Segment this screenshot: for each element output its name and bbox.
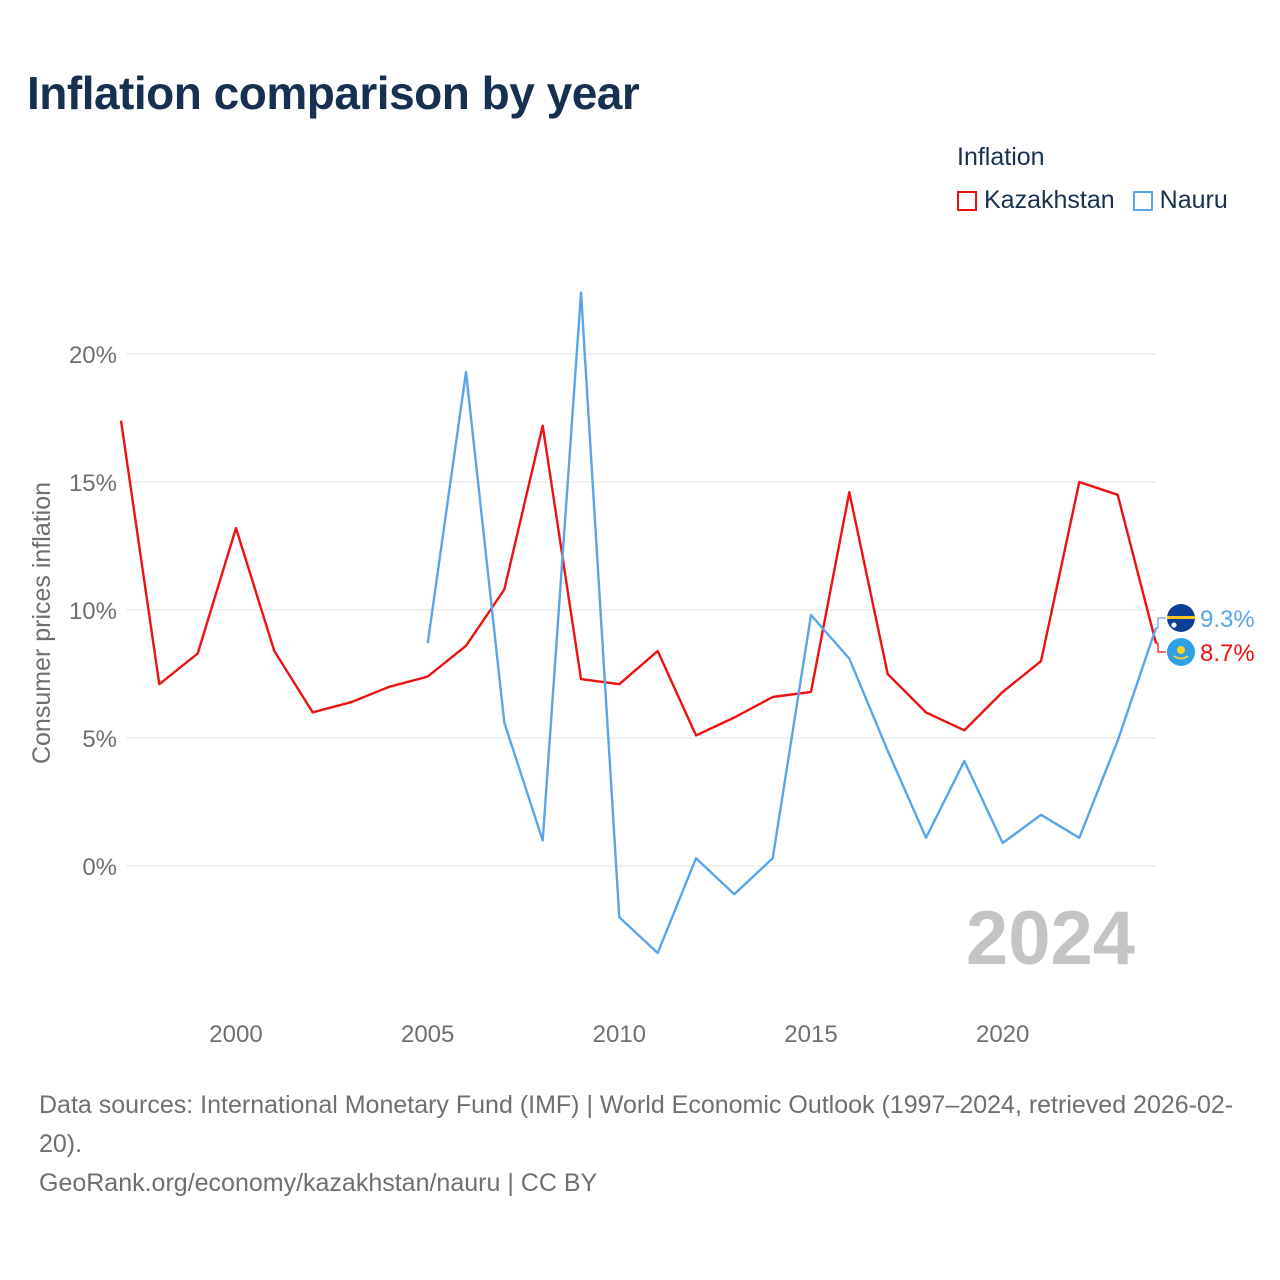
y-tick-label: 10%: [69, 598, 117, 625]
x-tick-label: 2000: [209, 1021, 262, 1048]
kazakhstan-flag-icon: [1167, 638, 1195, 666]
chart-title: Inflation comparison by year: [27, 67, 640, 119]
x-tick-label: 2020: [976, 1021, 1029, 1048]
legend-label-nauru: Nauru: [1159, 186, 1228, 214]
footer: Data sources: International Monetary Fun…: [39, 1086, 1249, 1203]
series-line-nauru: [426, 291, 1158, 955]
legend-item-nauru[interactable]: Nauru: [1132, 186, 1228, 215]
data-sources: Data sources: International Monetary Fun…: [39, 1091, 1234, 1158]
end-connector-nauru: [1156, 617, 1166, 629]
legend-swatch-nauru: [1132, 190, 1153, 211]
legend-label-kazakhstan: Kazakhstan: [984, 186, 1115, 214]
y-tick-label: 20%: [69, 342, 117, 369]
line-chart: 0% 5% 10% 15% 20% 2000 2005 2010 2015 2020 Consu…: [28, 291, 1255, 1048]
legend-item-kazakhstan[interactable]: Kazakhstan: [957, 186, 1115, 215]
attribution: GeoRank.org/economy/kazakhstan/nauru | C…: [39, 1169, 598, 1197]
x-tick-label: 2015: [784, 1021, 837, 1048]
legend-title: Inflation: [957, 143, 1045, 171]
y-tick-label: 15%: [69, 470, 117, 497]
year-watermark: 2024: [966, 896, 1135, 981]
end-connector-kazakhstan: [1156, 642, 1166, 653]
series-line-kazakhstan: [119, 420, 1158, 737]
legend-swatch-kazakhstan: [957, 190, 977, 211]
x-tick-label: 2005: [401, 1021, 454, 1048]
y-tick-label: 0%: [82, 854, 117, 881]
y-axis-label: Consumer prices inflation: [28, 482, 56, 764]
y-tick-label: 5%: [82, 726, 117, 753]
nauru-flag-icon: [1167, 604, 1195, 632]
end-label-nauru: 9.3%: [1200, 606, 1255, 633]
end-label-kazakhstan: 8.7%: [1200, 640, 1255, 667]
legend: Inflation Kazakhstan Nauru: [957, 143, 1246, 215]
x-tick-label: 2010: [593, 1021, 646, 1048]
